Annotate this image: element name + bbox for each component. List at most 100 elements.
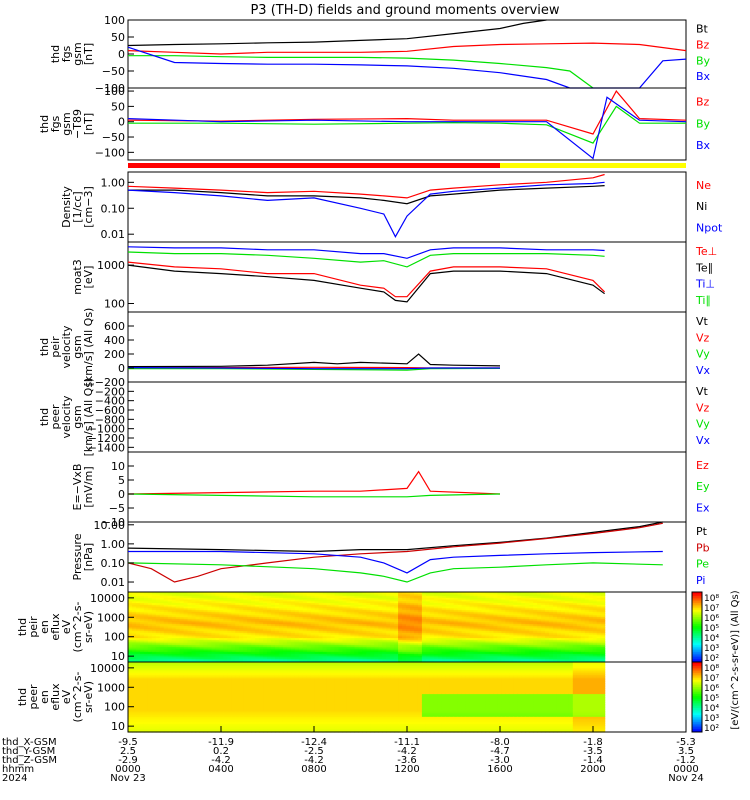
heatmap-cell (135, 607, 141, 611)
heatmap-cell (227, 625, 232, 628)
heatmap-cell (243, 613, 248, 616)
heatmap-cell (290, 648, 296, 651)
heatmap-cell (195, 616, 201, 619)
heatmap-cell (195, 646, 201, 649)
heatmap-cell (247, 604, 252, 607)
y-axis-label: Density[1/cc][cm−3] (60, 186, 95, 228)
heatmap-cell (270, 632, 276, 635)
heatmap-cell (282, 648, 288, 651)
heatmap-cell (239, 616, 244, 619)
heatmap-cell (243, 595, 248, 598)
heatmap-cell (195, 609, 201, 612)
heatmap-cell (274, 593, 280, 597)
series-line-Bz (127, 90, 687, 135)
heatmap-cell (267, 644, 272, 647)
heatmap-cell (207, 655, 213, 658)
heatmap-cell (278, 649, 284, 653)
heatmap-cell (175, 620, 181, 623)
heatmap-cell (270, 593, 276, 597)
heatmap-cell (199, 602, 205, 605)
heatmap-cell (135, 600, 141, 604)
heatmap-cell (175, 635, 181, 639)
heatmap-cell (128, 599, 133, 602)
heatmap-cell (155, 635, 161, 639)
heatmap-cell (147, 599, 153, 602)
heatmap-cell (267, 618, 272, 621)
heatmap-cell (171, 611, 177, 614)
heatmap-cell (171, 595, 177, 598)
heatmap-cell (179, 618, 185, 621)
heatmap-cell (239, 604, 244, 607)
heatmap-cell (171, 653, 177, 656)
heatmap-cell (183, 634, 189, 637)
heatmap-cell (282, 653, 288, 656)
y-axis-label-line: [nT] (82, 43, 95, 65)
heatmap-cell (131, 606, 137, 609)
heatmap-cell (211, 620, 216, 623)
heatmap-cell (135, 634, 141, 637)
heatmap-cell (227, 646, 232, 649)
heatmap-cell (183, 656, 189, 660)
heatmap-cell (195, 639, 201, 642)
heatmap-cell (207, 614, 213, 618)
heatmap-cell (159, 637, 165, 640)
heatmap-cell (243, 628, 248, 632)
heatmap-cell (183, 648, 189, 651)
heatmap-cell (199, 635, 205, 639)
heatmap-cell (187, 592, 193, 595)
heatmap-cell (235, 639, 240, 642)
heatmap-cell (167, 642, 173, 646)
heatmap-cell (282, 621, 288, 625)
heatmap-cell (282, 642, 288, 646)
heatmap-cell (191, 609, 197, 612)
heatmap-cell (247, 635, 252, 639)
heatmap-cell (199, 625, 205, 628)
heatmap-cell (191, 658, 197, 661)
heatmap-cell (199, 604, 205, 607)
heatmap-cell (267, 616, 272, 619)
y-axis-label-line: [eV] (82, 266, 95, 289)
heatmap-cell (171, 616, 177, 619)
heatmap-cell (135, 611, 141, 614)
heatmap-cell (199, 609, 205, 612)
heatmap-cell (159, 660, 165, 663)
heatmap-cell (195, 635, 201, 639)
heatmap-cell (274, 595, 280, 598)
heatmap-cell (163, 614, 169, 618)
heatmap-cell (183, 653, 189, 656)
heatmap-cell (159, 642, 165, 646)
heatmap-cell (163, 639, 169, 642)
heatmap-cell (235, 623, 240, 626)
heatmap-cell (151, 604, 157, 607)
heatmap-cell (274, 651, 280, 654)
heatmap-cell (187, 635, 193, 639)
heatmap-cell (163, 644, 169, 647)
heatmap-cell (199, 628, 205, 632)
legend-entry: Ti∥ (695, 294, 711, 307)
heatmap-cell (187, 611, 193, 614)
heatmap-cell (131, 607, 137, 611)
heatmap-cell (207, 639, 213, 642)
heatmap-cell (259, 628, 264, 632)
heatmap-cell (235, 653, 240, 656)
legend-entry: Vx (696, 364, 711, 377)
heatmap-cell (167, 595, 173, 598)
heatmap-cell (199, 613, 205, 616)
heatmap-cell (282, 635, 288, 639)
heatmap-cell (151, 616, 157, 619)
heatmap-cell (151, 606, 157, 609)
heatmap-cell (290, 658, 296, 661)
heatmap-cell (191, 592, 197, 595)
legend-entry: Pi (696, 574, 705, 587)
heatmap-cell (195, 658, 201, 661)
heatmap-cell (282, 616, 288, 619)
heatmap-cell (128, 618, 133, 621)
heatmap-cell (179, 634, 185, 637)
heatmap-cell (128, 604, 133, 607)
heatmap-cell (147, 614, 153, 618)
heatmap-cell (247, 621, 252, 625)
heatmap-cell (223, 595, 228, 598)
heatmap-cell (235, 627, 240, 630)
heatmap-cell (179, 593, 185, 597)
